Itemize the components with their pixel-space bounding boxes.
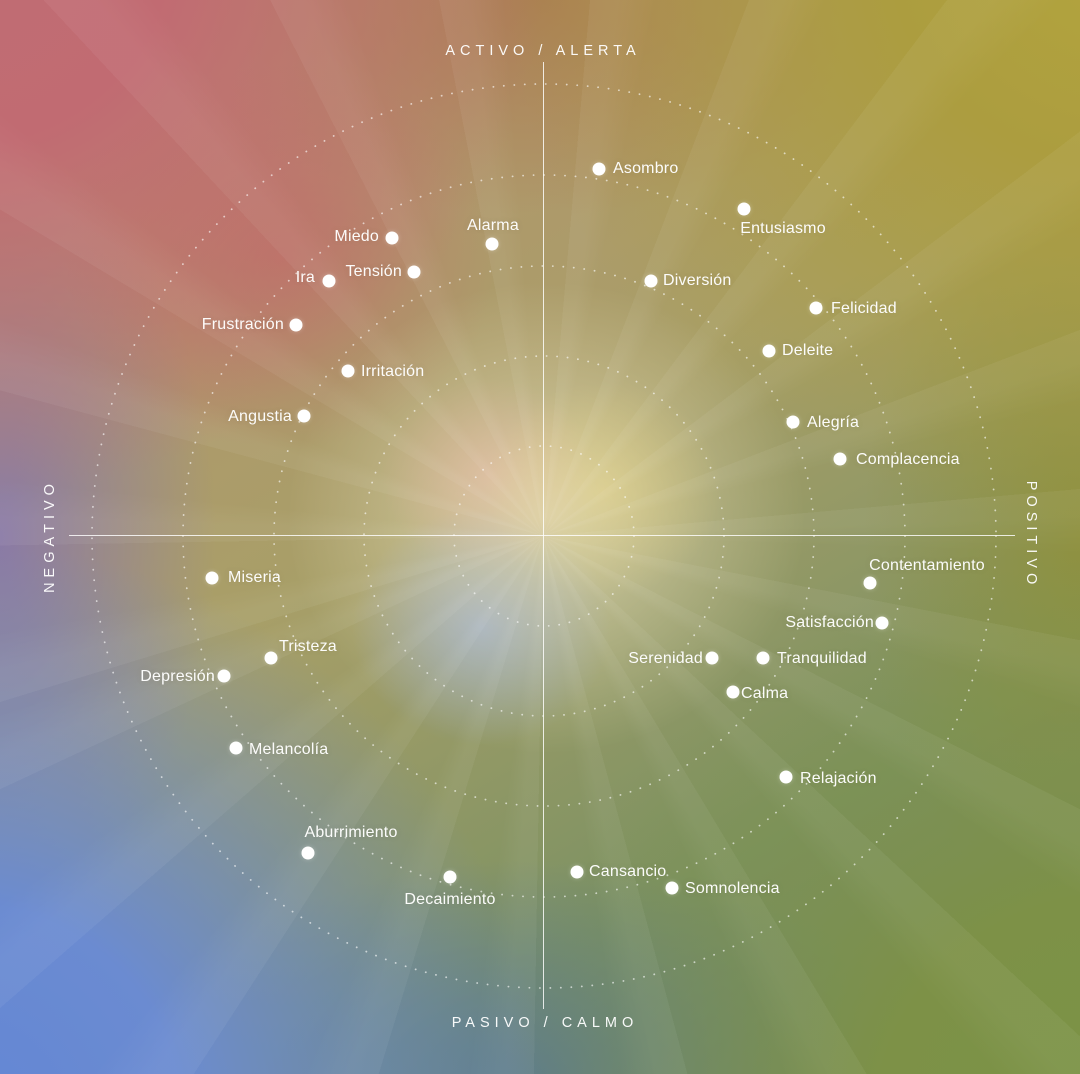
axis-label-positive: POSITIVO xyxy=(1023,480,1039,590)
emotion-label-asombro: Asombro xyxy=(613,160,679,177)
axis-label-active: ACTIVO / ALERTA xyxy=(445,43,641,59)
emotion-dot-frustracion xyxy=(289,318,303,332)
emotion-dot-relajacion xyxy=(779,770,793,784)
emotion-dot-depresion xyxy=(217,669,231,683)
emotion-dot-irritacion xyxy=(341,364,355,378)
emotion-label-tristeza: Tristeza xyxy=(279,638,337,655)
emotion-dot-alegria xyxy=(786,415,800,429)
emotion-label-alarma: Alarma xyxy=(467,217,519,234)
emotion-label-cansancio: Cansancio xyxy=(589,863,667,880)
emotion-label-calma: Calma xyxy=(741,685,789,702)
emotion-dot-complacencia xyxy=(833,452,847,466)
emotion-dot-serenidad xyxy=(705,651,719,665)
emotion-dot-asombro xyxy=(592,162,606,176)
emotion-label-complacencia: Complacencia xyxy=(856,451,960,468)
emotion-dot-entusiasmo xyxy=(737,202,751,216)
emotion-label-miedo: Miedo xyxy=(334,228,379,245)
emotion-label-depresion: Depresión xyxy=(140,668,215,685)
emotion-label-decaimiento: Decaimiento xyxy=(404,891,496,908)
emotion-dot-felicidad xyxy=(809,301,823,315)
emotion-label-miseria: Miseria xyxy=(228,569,281,586)
emotion-label-melancolia: Melancolía xyxy=(249,741,329,758)
ring xyxy=(182,174,906,898)
axis-label-negative: NEGATIVO xyxy=(42,479,58,593)
emotion-label-irritacion: Irritación xyxy=(361,363,425,380)
emotion-dot-tension xyxy=(407,265,421,279)
emotion-dot-miedo xyxy=(385,231,399,245)
emotion-dot-alarma xyxy=(485,237,499,251)
x-axis-line xyxy=(69,535,1015,536)
ring xyxy=(91,83,997,989)
emotion-label-serenidad: Serenidad xyxy=(628,650,703,667)
emotion-label-felicidad: Felicidad xyxy=(831,300,897,317)
emotion-dot-ira xyxy=(322,274,336,288)
emotion-dot-satisfaccion xyxy=(875,616,889,630)
emotion-dot-miseria xyxy=(205,571,219,585)
emotion-dot-aburrimiento xyxy=(301,846,315,860)
emotion-label-contentamiento: Contentamiento xyxy=(869,557,985,574)
emotion-dot-deleite xyxy=(762,344,776,358)
ring xyxy=(273,265,815,807)
emotion-label-entusiasmo: Entusiasmo xyxy=(740,220,826,237)
emotion-dot-calma xyxy=(726,685,740,699)
emotion-dot-tranquilidad xyxy=(756,651,770,665)
emotion-dot-decaimiento xyxy=(443,870,457,884)
emotion-dot-tristeza xyxy=(264,651,278,665)
emotion-dot-melancolia xyxy=(229,741,243,755)
emotion-label-frustracion: Frustración xyxy=(201,316,284,333)
emotion-label-ira: Ira xyxy=(295,269,315,286)
emotion-label-angustia: Angustia xyxy=(228,408,292,425)
emotion-label-aburrimiento: Aburrimiento xyxy=(304,824,398,841)
emotion-label-somnolencia: Somnolencia xyxy=(685,880,780,897)
emotion-label-tranquilidad: Tranquilidad xyxy=(777,650,867,667)
emotion-dot-somnolencia xyxy=(665,881,679,895)
emotion-dot-diversion xyxy=(644,274,658,288)
emotion-dot-contentamiento xyxy=(863,576,877,590)
emotion-label-tension: Tensión xyxy=(345,263,402,280)
emotion-dot-angustia xyxy=(297,409,311,423)
emotion-label-satisfaccion: Satisfacción xyxy=(785,614,874,631)
emotion-dot-cansancio xyxy=(570,865,584,879)
y-axis-line xyxy=(543,62,544,1009)
emotion-label-diversion: Diversión xyxy=(663,272,732,289)
emotion-label-alegria: Alegría xyxy=(807,414,860,431)
ring xyxy=(453,445,635,627)
axis-label-passive: PASIVO / CALMO xyxy=(451,1015,639,1031)
ring xyxy=(363,355,725,717)
emotion-label-relajacion: Relajación xyxy=(800,770,877,787)
emotion-label-deleite: Deleite xyxy=(782,342,834,359)
